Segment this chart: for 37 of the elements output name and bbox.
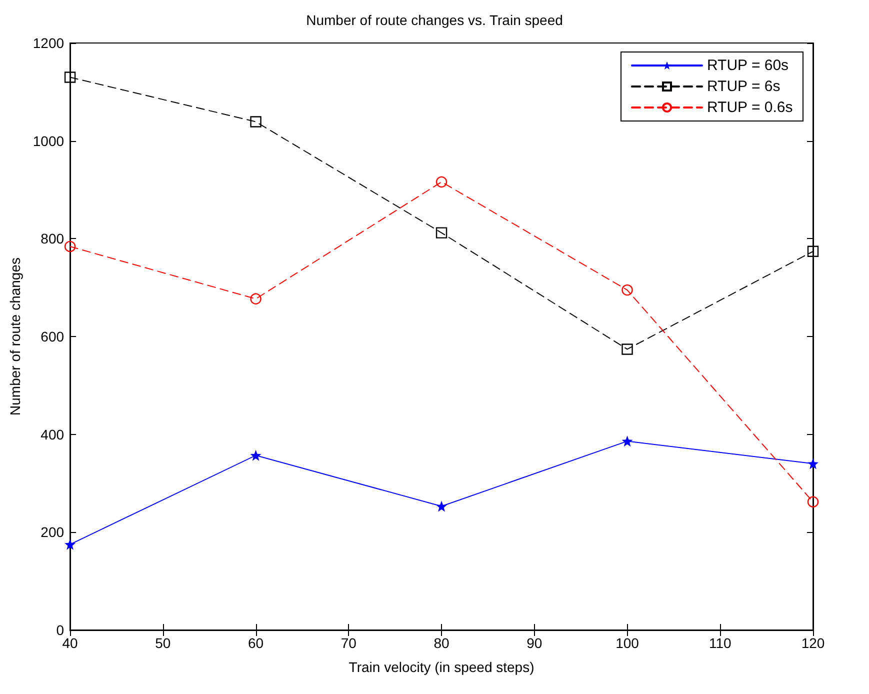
y-tick-label: 1200 [32, 35, 64, 51]
point [436, 500, 448, 512]
x-tick-label: 100 [616, 635, 640, 651]
point [807, 496, 819, 508]
point [64, 72, 76, 83]
point [64, 538, 76, 550]
y-tick-label: 200 [40, 524, 64, 540]
y-tick-label: 600 [40, 328, 64, 344]
x-axis-title: Train velocity (in speed steps) [348, 659, 534, 675]
x-tick-label: 40 [62, 635, 78, 651]
chart-title: Number of route changes vs. Train speed [306, 12, 563, 28]
x-tick-label: 110 [708, 635, 732, 651]
x-tick-label: 50 [155, 635, 171, 651]
point [250, 116, 262, 128]
point [808, 458, 818, 470]
point [250, 293, 262, 304]
legend-label: RTUP = 0.6s [706, 99, 793, 116]
x-tick-label: 120 [801, 635, 825, 651]
legend-label: RTUP = 60s [706, 57, 789, 74]
x-tick-label: 80 [434, 635, 450, 651]
point [807, 246, 819, 257]
point [250, 450, 262, 461]
y-axis-title: Number of route changes [7, 258, 23, 416]
y-tick-label: 1000 [32, 132, 64, 149]
point [622, 344, 633, 355]
y-tick-label: 0 [56, 622, 64, 638]
point [436, 227, 448, 238]
point [622, 436, 633, 447]
point [622, 284, 633, 296]
x-tick-label: 70 [340, 635, 357, 651]
point [436, 176, 448, 188]
x-tick-label: 60 [248, 635, 264, 651]
x-tick-label: 90 [526, 635, 542, 651]
point [64, 240, 76, 252]
y-tick-label: 800 [40, 230, 64, 247]
y-tick-label: 400 [40, 426, 64, 442]
legend-label: RTUP = 6s [706, 78, 780, 95]
